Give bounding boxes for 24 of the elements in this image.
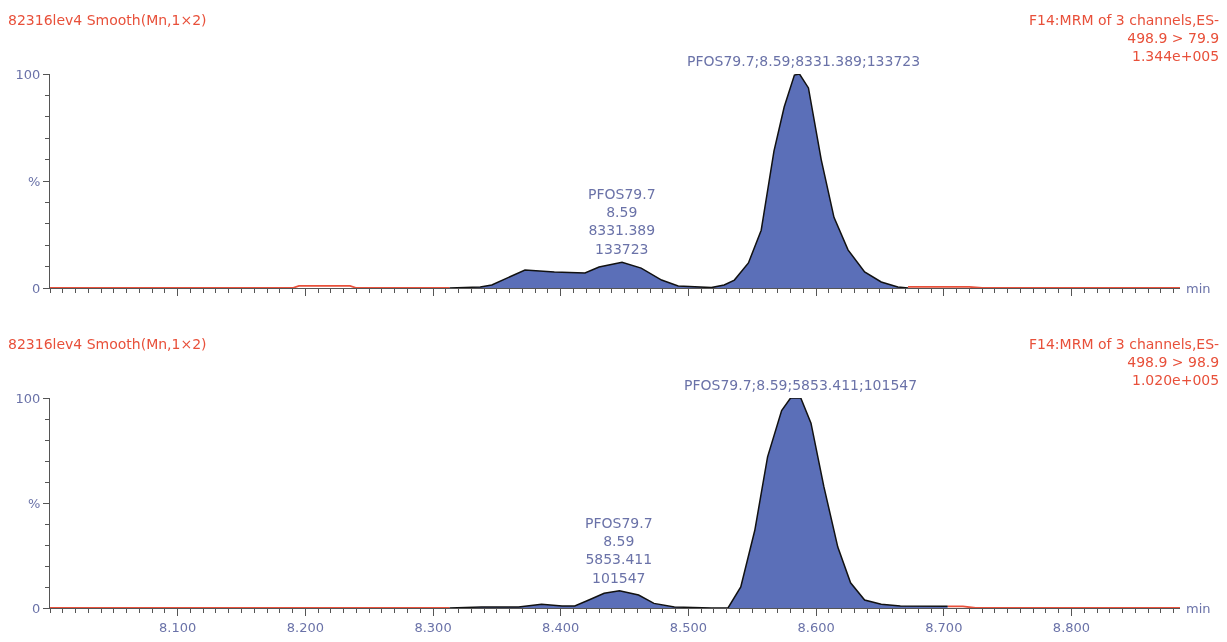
y-tick-label: 100 [15,390,41,406]
chart-subtitle: F14:MRM of 3 channels,ES- 498.9 > 79.9 1.344e+005 [1029,12,1220,65]
x-axis-title: min [1186,601,1211,616]
annotation: PFOS79.7;8.59;5853.411;101547 [684,377,918,393]
x-axis-title: min [1186,281,1211,296]
x-tick-label: 8.300 [414,619,452,635]
x-tick-label: 8.100 [159,619,197,635]
annotation: PFOS79.7;8.59;8331.389;133723 [687,53,921,69]
chart-title: 82316lev4 Smooth(Mn,1×2) [8,336,207,352]
x-tick-label: 8.500 [669,619,708,635]
y-tick-label: 0 [32,280,41,296]
annotation: PFOS79.7 8.59 8331.389 133723 [588,186,656,257]
chart-title: 82316lev4 Smooth(Mn,1×2) [8,12,207,28]
chart-subtitle: F14:MRM of 3 channels,ES- 498.9 > 98.9 1.020e+005 [1029,336,1220,389]
y-tick-label: 0 [32,600,41,616]
x-tick-label: 8.700 [925,619,963,635]
x-tick-label: 8.200 [286,619,324,635]
annotation: PFOS79.7 8.59 5853.411 101547 [585,515,653,586]
y-tick-label: % [28,173,41,189]
x-tick-label: 8.800 [1052,619,1091,635]
y-tick-label: % [28,495,41,511]
x-tick-label: 8.600 [797,619,835,635]
x-tick-label: 8.400 [542,619,580,635]
y-tick-label: 100 [15,66,41,82]
